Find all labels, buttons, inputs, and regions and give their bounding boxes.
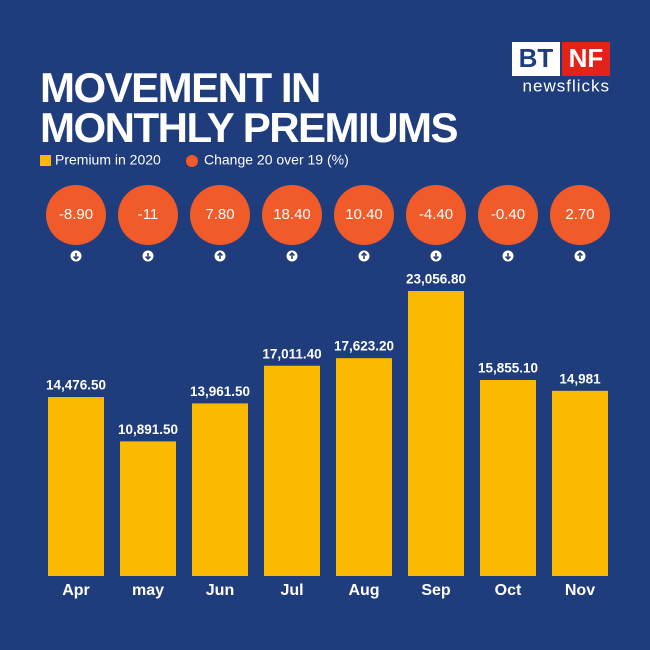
change-circle [118,185,178,245]
bar [552,390,608,576]
change-circle [262,185,322,245]
bar [192,403,248,576]
value-label: 10,891.50 [118,422,178,437]
change-label: -4.40 [419,206,453,223]
logo-text: BT [519,43,554,73]
logo-box [562,42,610,76]
change-circle [406,185,466,245]
logo-text: NF [569,43,604,73]
bar [336,358,392,576]
x-tick-label: Nov [565,582,595,599]
bar [480,380,536,576]
x-tick-label: Aug [348,582,379,599]
value-label: 15,855.10 [478,361,538,376]
change-label: -11 [138,206,159,223]
change-arrow [432,253,440,261]
legend-label: Premium in 2020 [55,152,161,168]
change-label: 18.40 [273,206,311,223]
change-label: 7.80 [205,206,234,223]
bar [120,441,176,576]
change-label: 10.40 [345,206,383,223]
change-arrow [504,253,512,261]
x-tick-label: Jul [280,582,303,599]
bar [408,291,464,576]
value-label: 17,623.20 [334,339,394,354]
legend-label: Change 20 over 19 (%) [204,152,349,168]
change-circle [550,185,610,245]
change-label: 2.70 [565,206,594,223]
change-circle [190,185,250,245]
change-circle [46,185,106,245]
logo-tagline: newsflicks [523,76,610,95]
value-label: 13,961.50 [190,384,250,399]
value-label: 23,056.80 [406,272,466,287]
x-tick-label: Jun [206,582,234,599]
bar [264,365,320,576]
x-tick-label: Sep [421,582,451,599]
logo-box [512,42,560,76]
change-circle [334,185,394,245]
change-arrow [360,251,368,259]
legend-swatch [40,155,51,166]
x-tick-label: Oct [495,582,522,599]
value-label: 17,011.40 [262,346,321,361]
change-arrow [288,251,296,259]
change-arrow [72,253,80,261]
chart-title: MOVEMENT IN MONTHLY PREMIUMS [40,64,459,151]
change-arrow [576,251,584,259]
change-label: -0.40 [491,206,525,223]
value-label: 14,981 [559,371,601,386]
change-arrow [216,251,224,259]
change-circle [478,185,538,245]
x-tick-label: Apr [62,582,90,599]
x-tick-label: may [132,582,164,599]
bar [48,397,104,576]
legend-swatch [186,155,198,167]
change-arrow [144,253,152,261]
change-label: -8.90 [59,206,93,223]
value-label: 14,476.50 [46,378,106,393]
